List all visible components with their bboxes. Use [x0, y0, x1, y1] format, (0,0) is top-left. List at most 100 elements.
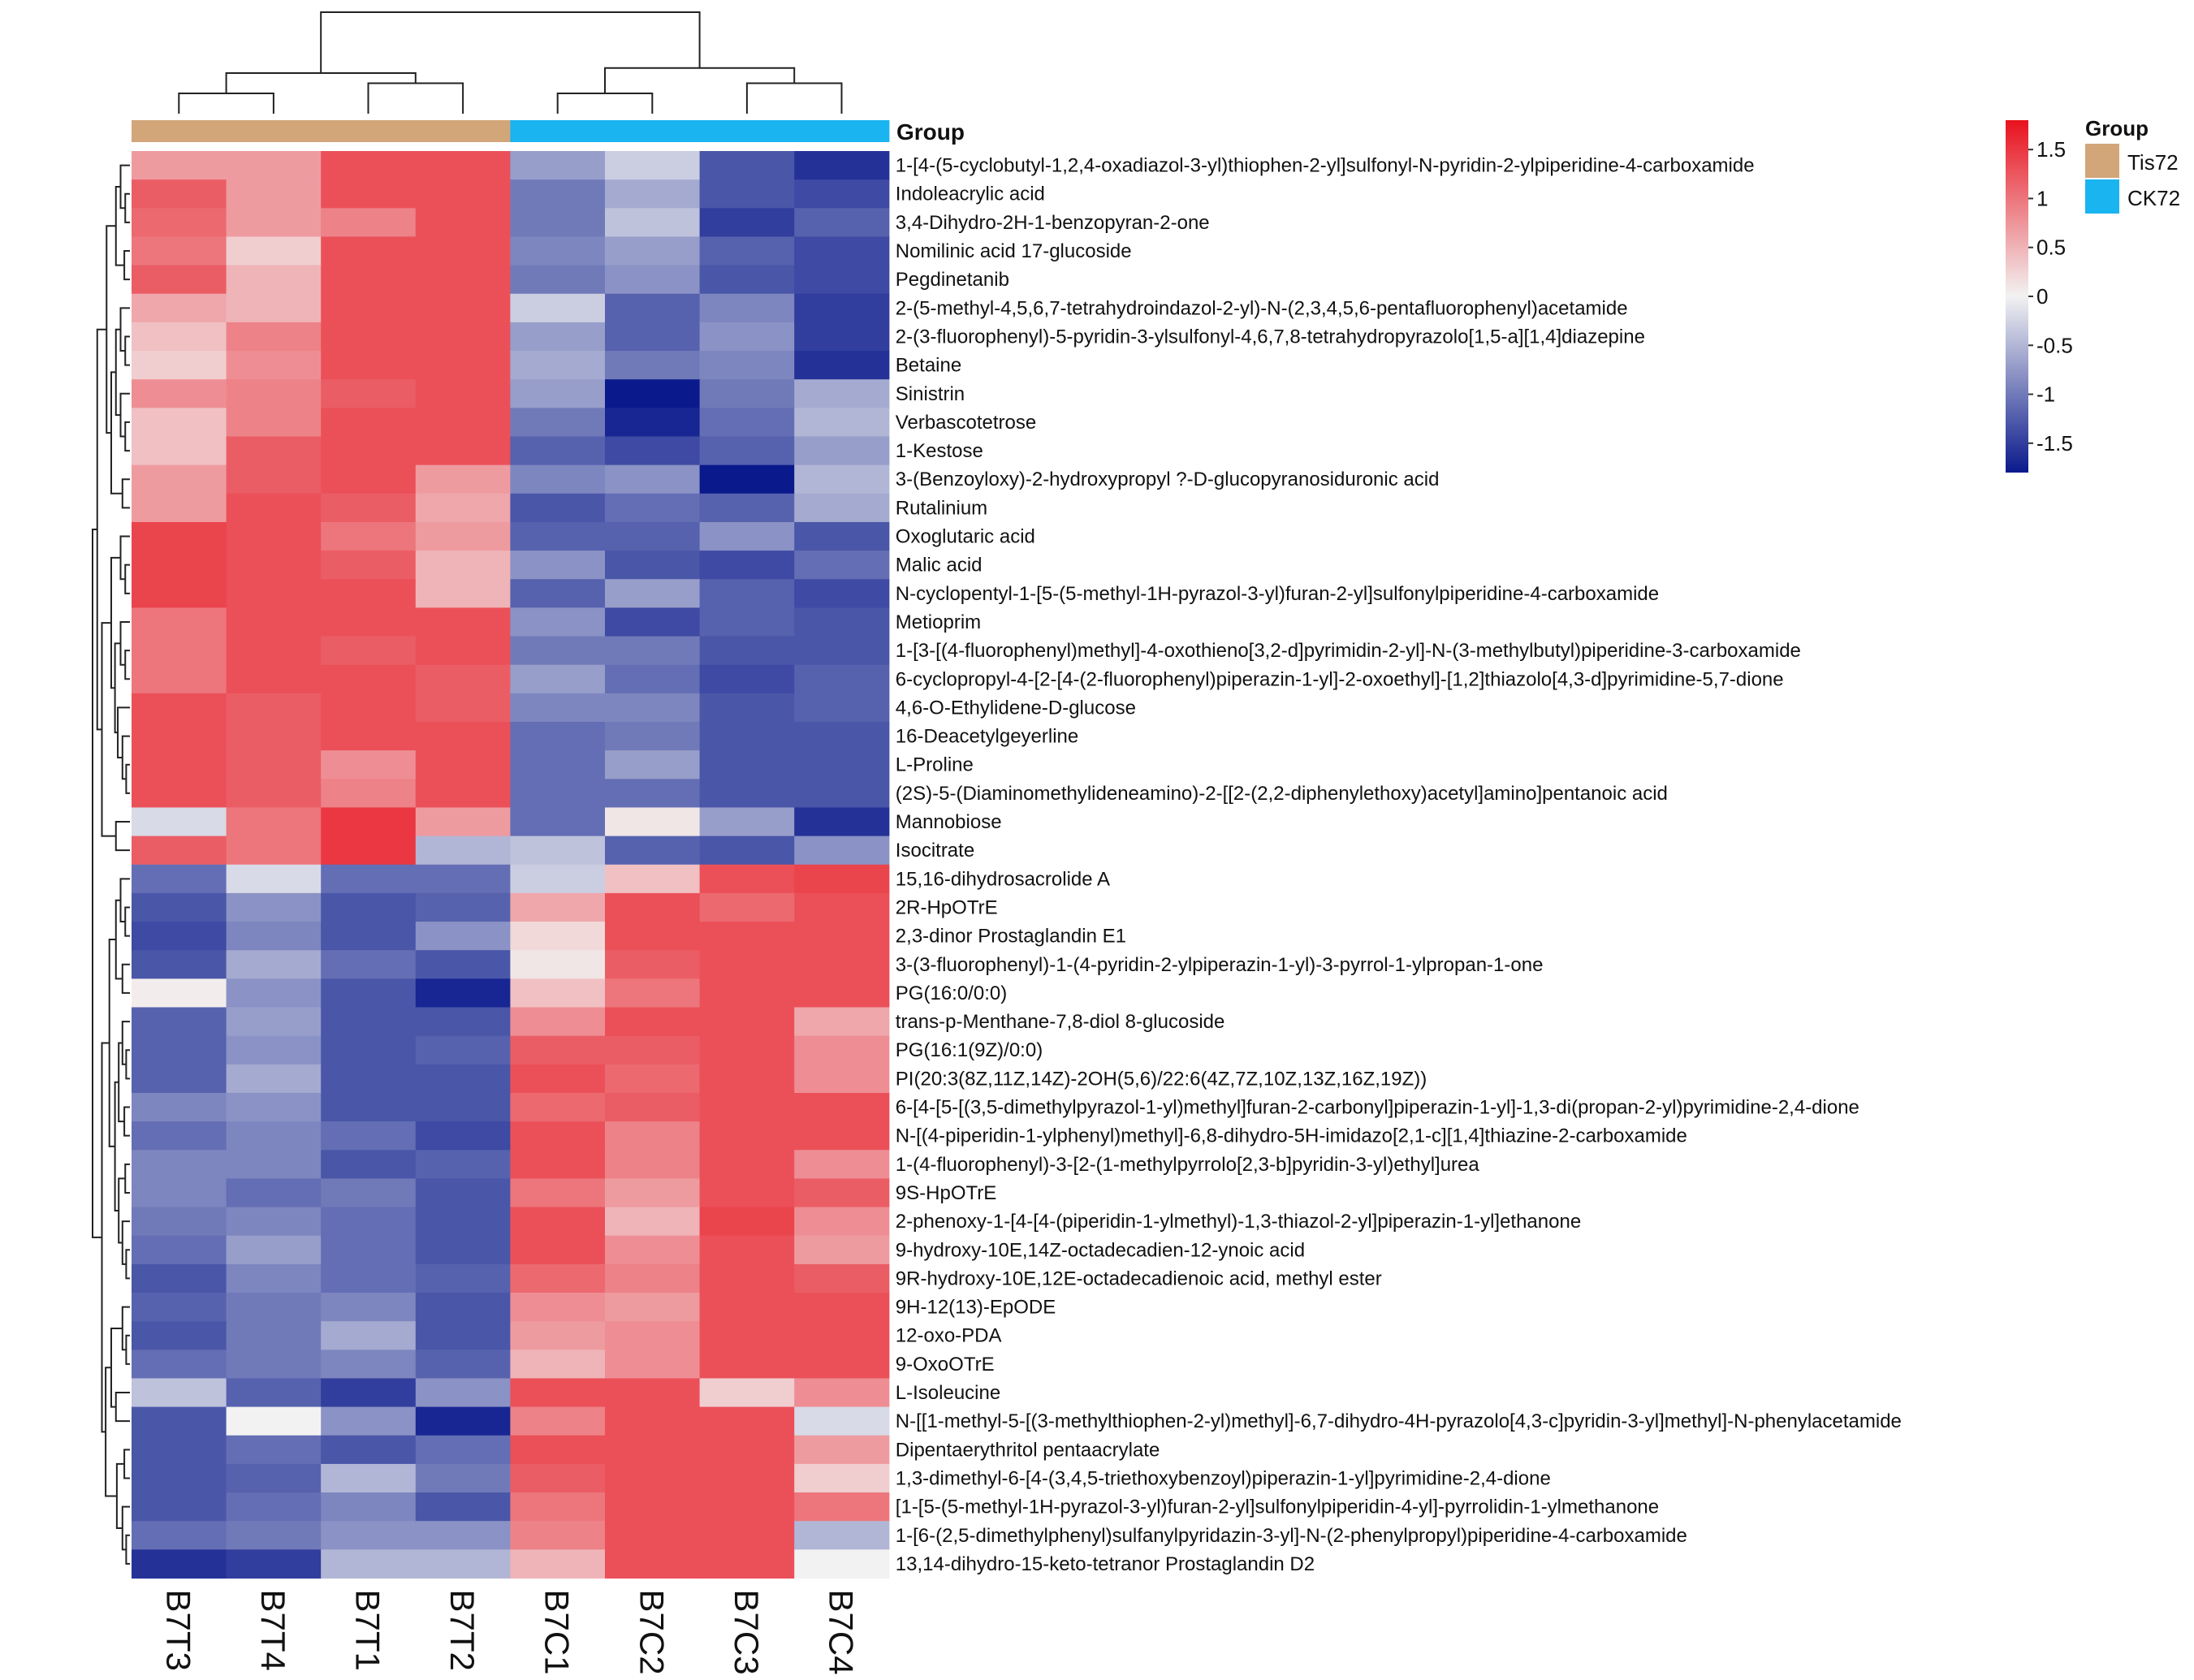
heatmap-cell-r46-c7 [794, 1463, 890, 1493]
heatmap-cell-r36-c3 [415, 1178, 511, 1208]
heatmap-cell-r9-c4 [510, 408, 606, 438]
heatmap-cell-r7-c3 [415, 351, 511, 380]
group-annotation-cell-4 [510, 120, 606, 142]
heatmap-cell-r7-c1 [226, 351, 322, 380]
heatmap-cell-r6-c7 [794, 322, 890, 352]
row-label: 2-phenoxy-1-[4-[4-(piperidin-1-ylmethyl)… [896, 1211, 1581, 1233]
heatmap-cell-r13-c0 [132, 521, 227, 551]
heatmap-cell-r34-c3 [415, 1121, 511, 1151]
row-dendrogram-link [123, 1449, 130, 1479]
row-labels: 1-[4-(5-cyclobutyl-1,2,4-oxadiazol-3-yl)… [896, 155, 1902, 1575]
row-dendrogram-link [118, 1042, 125, 1123]
heatmap-cell-r15-c5 [605, 579, 701, 608]
heatmap-cell-r18-c5 [605, 664, 701, 694]
heatmap-cell-r27-c6 [699, 922, 795, 951]
heatmap-cell-r43-c3 [415, 1378, 511, 1408]
heatmap-cell-r3-c1 [226, 236, 322, 266]
heatmap-cell-r24-c2 [321, 836, 417, 866]
heatmap-cell-r45-c6 [699, 1435, 795, 1465]
heatmap-cell-r36-c5 [605, 1178, 701, 1208]
heatmap-cell-r11-c1 [226, 464, 322, 494]
heatmap-cell-r12-c2 [321, 493, 417, 523]
row-dendrogram-link [110, 1327, 123, 1408]
heatmap-cell-r27-c2 [321, 922, 417, 951]
heatmap-cell-r47-c7 [794, 1492, 890, 1522]
heatmap-cell-r42-c3 [415, 1350, 511, 1380]
heatmap-cell-r49-c5 [605, 1549, 701, 1579]
group-annotation-bar [132, 120, 890, 142]
heatmap-cell-r14-c0 [132, 551, 227, 580]
column-label: B7T2 [443, 1590, 482, 1671]
heatmap-cell-r18-c7 [794, 664, 890, 694]
row-dendrogram-link [125, 1249, 130, 1280]
heatmap-cell-r20-c5 [605, 722, 701, 751]
group-legend-title: Group [2085, 116, 2149, 140]
group-annotation-cell-2 [321, 120, 417, 142]
heatmap-cell-r26-c5 [605, 892, 701, 922]
row-label: 2-(3-fluorophenyl)-5-pyridin-3-ylsulfony… [896, 326, 1645, 348]
heatmap-cell-r47-c0 [132, 1492, 227, 1522]
heatmap-cell-r5-c2 [321, 293, 417, 323]
column-label: B7T1 [349, 1590, 387, 1671]
heatmap-cell-r19-c4 [510, 693, 606, 723]
row-label: 9-hydroxy-10E,14Z-octadecadien-12-ynoic … [896, 1239, 1305, 1261]
heatmap-cell-r15-c6 [699, 579, 795, 608]
heatmap-cell-r2-c1 [226, 208, 322, 238]
heatmap-cell-r14-c7 [794, 551, 890, 580]
heatmap-cell-r48-c1 [226, 1521, 322, 1550]
heatmap-cell-r17-c3 [415, 636, 511, 666]
heatmap-cell-r30-c4 [510, 1007, 606, 1037]
heatmap-cell-r20-c0 [132, 722, 227, 751]
heatmap-cell-r5-c0 [132, 293, 227, 323]
heatmap-cell-r0-c2 [321, 151, 417, 180]
heatmap-cell-r31-c6 [699, 1035, 795, 1065]
heatmap-cell-r39-c3 [415, 1263, 511, 1293]
heatmap-cell-r25-c4 [510, 864, 606, 894]
row-label: Sinistrin [896, 383, 965, 405]
row-label: 15,16-dihydrosacrolide A [896, 868, 1110, 890]
row-label: Pegdinetanib [896, 269, 1009, 291]
row-dendrogram [92, 164, 130, 1565]
heatmap-cell-r31-c7 [794, 1035, 890, 1065]
heatmap-cell-r39-c4 [510, 1263, 606, 1293]
heatmap-cell-r4-c2 [321, 265, 417, 295]
heatmap-cell-r40-c0 [132, 1293, 227, 1322]
heatmap-cell-r22-c1 [226, 779, 322, 809]
column-label: B7T4 [254, 1590, 292, 1671]
heatmap-cell-r47-c3 [415, 1492, 511, 1522]
heatmap-cell-r15-c4 [510, 579, 606, 608]
heatmap-cell-r15-c0 [132, 579, 227, 608]
heatmap-cell-r1-c5 [605, 179, 701, 209]
heatmap-cell-r37-c4 [510, 1207, 606, 1237]
heatmap-cell-r28-c2 [321, 950, 417, 979]
heatmap-cell-r42-c5 [605, 1350, 701, 1380]
heatmap-cell-r10-c0 [132, 436, 227, 466]
row-label: N-[(4-piperidin-1-ylphenyl)methyl]-6,8-d… [896, 1125, 1687, 1147]
heatmap-cell-r8-c7 [794, 379, 890, 408]
heatmap-cell-r39-c0 [132, 1263, 227, 1293]
heatmap-cell-r46-c3 [415, 1463, 511, 1493]
heatmap-cell-r24-c6 [699, 836, 795, 866]
heatmap-cell-r16-c2 [321, 607, 417, 637]
row-dendrogram-link [123, 250, 130, 281]
heatmap-cell-r19-c5 [605, 693, 701, 723]
heatmap-cell-r29-c0 [132, 978, 227, 1008]
heatmap-cell-r29-c5 [605, 978, 701, 1008]
heatmap-cells [132, 151, 890, 1579]
heatmap-cell-r23-c0 [132, 807, 227, 837]
heatmap-cell-r22-c2 [321, 779, 417, 809]
heatmap-cell-r23-c7 [794, 807, 890, 837]
row-label: 1-[4-(5-cyclobutyl-1,2,4-oxadiazol-3-yl)… [896, 155, 1755, 177]
heatmap-cell-r18-c6 [699, 664, 795, 694]
row-label: 1-(4-fluorophenyl)-3-[2-(1-methylpyrrolo… [896, 1154, 1480, 1176]
heatmap-cell-r16-c6 [699, 607, 795, 637]
group-legend: Group Tis72 CK72 [2085, 116, 2180, 214]
heatmap-cell-r36-c4 [510, 1178, 606, 1208]
heatmap-cell-r38-c1 [226, 1235, 322, 1265]
heatmap-cell-r18-c4 [510, 664, 606, 694]
colorbar: 1.5 1 0.5 0 -0.5 -1 -1.5 [2006, 120, 2073, 473]
heatmap-cell-r48-c7 [794, 1521, 890, 1550]
heatmap-cell-r17-c5 [605, 636, 701, 666]
heatmap-cell-r7-c7 [794, 351, 890, 380]
heatmap-cell-r44-c3 [415, 1406, 511, 1436]
